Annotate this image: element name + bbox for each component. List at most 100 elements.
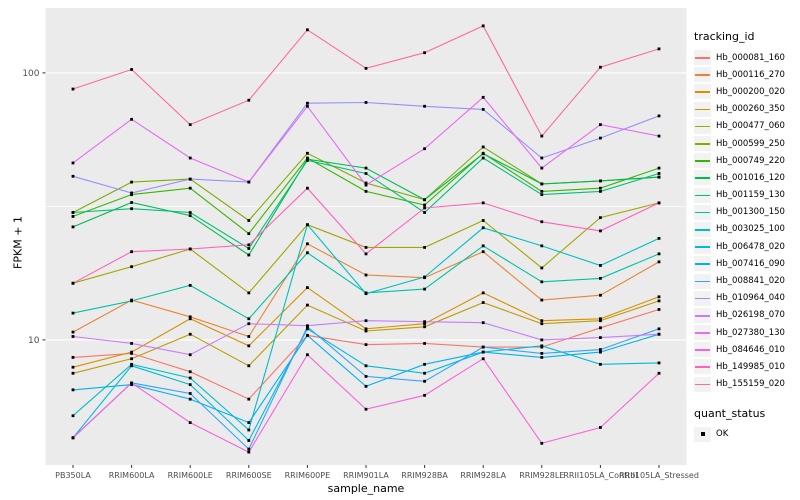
legend-item-Hb_007416_090: Hb_007416_090 xyxy=(694,255,800,272)
data-point xyxy=(130,68,133,71)
data-point xyxy=(599,317,602,321)
data-point xyxy=(306,223,309,227)
data-point xyxy=(247,180,251,184)
data-point xyxy=(306,159,309,162)
data-point xyxy=(364,172,368,175)
data-point xyxy=(247,243,251,247)
data-point xyxy=(188,211,192,214)
data-point xyxy=(423,211,426,214)
data-point xyxy=(130,299,133,303)
data-point xyxy=(657,332,661,336)
data-point xyxy=(540,189,544,193)
data-point xyxy=(306,104,309,108)
data-point xyxy=(71,365,75,369)
data-point xyxy=(247,219,251,222)
data-point xyxy=(599,336,602,340)
legend-item-Hb_000749_220: Hb_000749_220 xyxy=(694,152,800,169)
data-point xyxy=(599,229,602,233)
legend-label: Hb_155159_020 xyxy=(716,379,785,390)
data-point xyxy=(71,414,75,418)
data-point xyxy=(423,104,426,108)
data-point xyxy=(188,370,192,374)
data-point xyxy=(540,319,544,323)
data-point xyxy=(599,186,602,190)
data-point xyxy=(540,156,544,160)
data-point xyxy=(657,201,661,205)
data-point xyxy=(247,291,251,295)
data-point xyxy=(364,319,368,323)
legend-label: Hb_149985_010 xyxy=(716,361,785,372)
data-point xyxy=(364,101,368,104)
data-point xyxy=(247,344,251,348)
legend-item-Hb_006478_020: Hb_006478_020 xyxy=(694,238,800,255)
data-point xyxy=(306,251,309,255)
legend: tracking_id Hb_000081_160 Hb_000116_270 Hb… xyxy=(694,30,800,443)
data-point xyxy=(657,166,661,170)
legend-item-Hb_000599_250: Hb_000599_250 xyxy=(694,135,800,152)
data-point xyxy=(71,330,75,334)
data-point xyxy=(71,371,75,375)
data-point xyxy=(657,299,661,303)
data-point xyxy=(71,281,75,285)
legend-label: Hb_000599_250 xyxy=(716,138,785,149)
data-point xyxy=(481,350,485,354)
data-point xyxy=(247,364,251,368)
data-point xyxy=(130,180,133,184)
legend-key-icon xyxy=(694,273,711,289)
data-point xyxy=(657,260,661,264)
data-point xyxy=(540,266,544,270)
legend-label: Hb_006478_020 xyxy=(716,241,785,252)
legend-label: Hb_007416_090 xyxy=(716,258,785,269)
data-point xyxy=(423,287,426,291)
data-point xyxy=(423,322,426,326)
data-point xyxy=(657,361,661,365)
data-point xyxy=(423,325,426,329)
data-point xyxy=(423,147,426,151)
data-point xyxy=(599,123,602,127)
data-point xyxy=(306,242,309,246)
data-point xyxy=(364,183,368,187)
data-point xyxy=(188,397,192,401)
data-point xyxy=(188,421,192,425)
legend-label: Hb_001300_150 xyxy=(716,207,785,218)
data-point xyxy=(71,211,75,214)
x-tick-label: RRIM901LA xyxy=(343,471,389,480)
legend-label: Hb_003025_100 xyxy=(716,224,785,235)
data-point xyxy=(364,364,368,368)
data-point xyxy=(364,384,368,388)
data-point xyxy=(188,376,192,380)
data-point xyxy=(423,51,426,55)
data-point xyxy=(599,264,602,267)
data-point xyxy=(188,315,192,319)
data-point xyxy=(364,329,368,333)
data-point xyxy=(247,317,251,321)
legend-label: OK xyxy=(716,429,729,440)
data-point xyxy=(364,189,368,193)
legend-item-Hb_008841_020: Hb_008841_020 xyxy=(694,272,800,289)
x-tick-label: RRIM928LE xyxy=(519,471,564,480)
data-point xyxy=(130,342,133,345)
x-tick-label: RRIM600PE xyxy=(285,471,331,480)
legend-label: Hb_084646_010 xyxy=(716,344,785,355)
data-point xyxy=(188,383,192,387)
data-point xyxy=(599,65,602,69)
legend-items: Hb_000081_160 Hb_000116_270 Hb_000200_020 H… xyxy=(694,49,800,393)
data-point xyxy=(247,232,251,236)
data-point xyxy=(481,95,485,99)
data-point xyxy=(71,335,75,338)
data-point xyxy=(188,392,192,395)
data-point xyxy=(599,189,602,193)
legend-key-icon xyxy=(694,136,711,152)
y-tick-label: 10 xyxy=(28,336,40,346)
data-point xyxy=(188,177,192,181)
data-point xyxy=(130,117,133,121)
legend-label: Hb_010964_040 xyxy=(716,293,785,304)
data-point xyxy=(130,193,133,197)
data-point xyxy=(540,244,544,248)
data-point xyxy=(188,317,192,321)
data-point xyxy=(423,342,426,345)
data-point xyxy=(364,292,368,296)
legend-item-Hb_001016_120: Hb_001016_120 xyxy=(694,169,800,186)
